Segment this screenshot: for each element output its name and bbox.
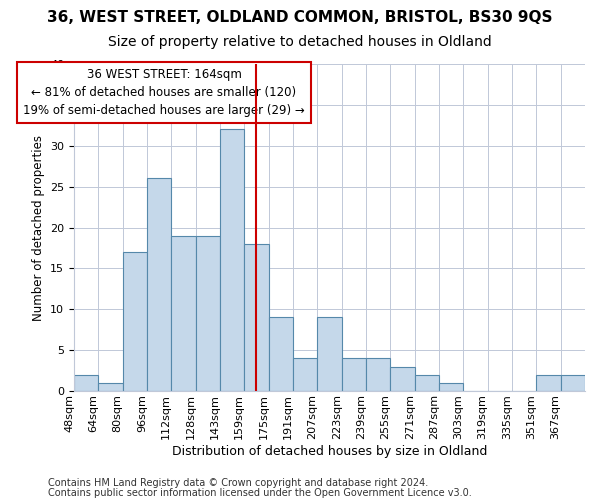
Bar — [171, 236, 196, 391]
Bar — [317, 318, 341, 391]
Text: 36 WEST STREET: 164sqm
← 81% of detached houses are smaller (120)
19% of semi-de: 36 WEST STREET: 164sqm ← 81% of detached… — [23, 68, 305, 117]
Bar — [560, 374, 585, 391]
Y-axis label: Number of detached properties: Number of detached properties — [32, 134, 44, 320]
Bar — [147, 178, 171, 391]
Bar — [98, 383, 122, 391]
Bar — [220, 130, 244, 391]
Bar — [341, 358, 366, 391]
Bar — [439, 383, 463, 391]
X-axis label: Distribution of detached houses by size in Oldland: Distribution of detached houses by size … — [172, 444, 487, 458]
Bar — [366, 358, 391, 391]
Bar — [536, 374, 560, 391]
Bar — [122, 252, 147, 391]
Bar — [415, 374, 439, 391]
Bar — [244, 244, 269, 391]
Text: Contains public sector information licensed under the Open Government Licence v3: Contains public sector information licen… — [48, 488, 472, 498]
Text: Size of property relative to detached houses in Oldland: Size of property relative to detached ho… — [108, 35, 492, 49]
Bar — [293, 358, 317, 391]
Bar — [391, 366, 415, 391]
Text: Contains HM Land Registry data © Crown copyright and database right 2024.: Contains HM Land Registry data © Crown c… — [48, 478, 428, 488]
Text: 36, WEST STREET, OLDLAND COMMON, BRISTOL, BS30 9QS: 36, WEST STREET, OLDLAND COMMON, BRISTOL… — [47, 10, 553, 25]
Bar — [269, 318, 293, 391]
Bar — [196, 236, 220, 391]
Bar — [74, 374, 98, 391]
